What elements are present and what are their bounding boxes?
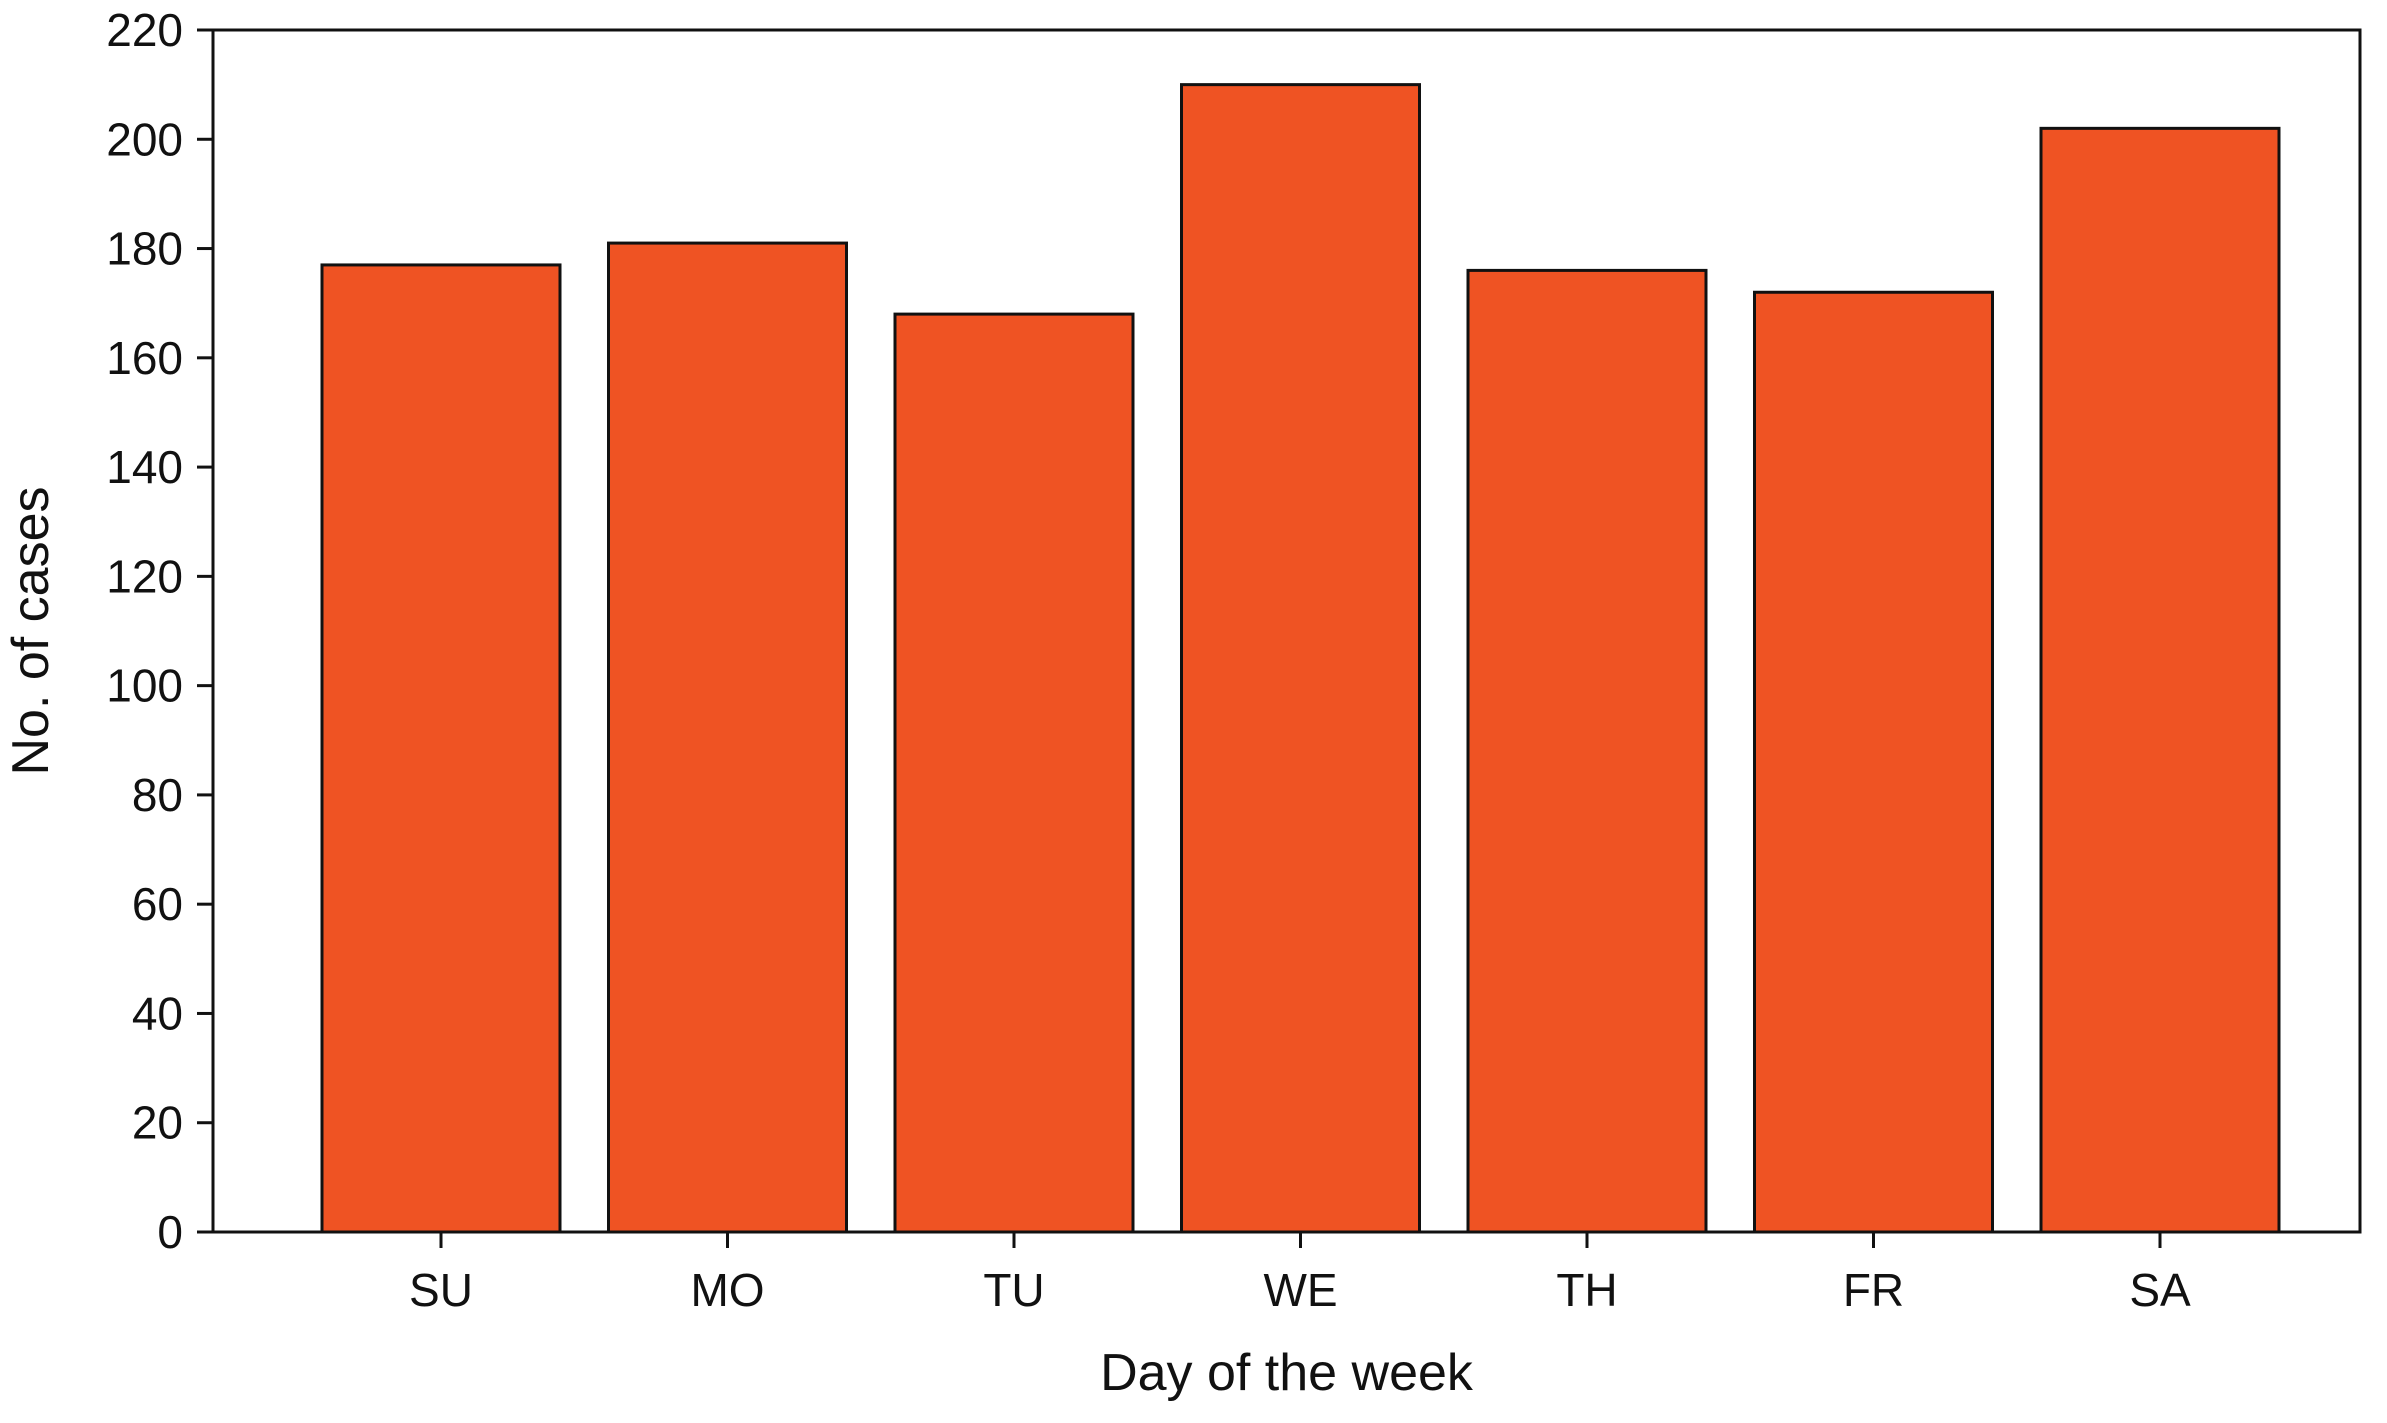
bar-su: [320, 263, 562, 1234]
x-tick-label: WE: [1263, 1264, 1337, 1316]
x-tick-label: TU: [983, 1264, 1044, 1316]
x-tick-label: SU: [409, 1264, 473, 1316]
y-axis-ticks: 0 20 40 60 80 100 120 140 160 180 200 220: [106, 4, 213, 1258]
y-tick-label: 220: [106, 4, 183, 56]
bar-th: [1466, 268, 1708, 1234]
x-tick-label: TH: [1556, 1264, 1617, 1316]
y-tick-label: 0: [157, 1206, 183, 1258]
y-tick-label: 200: [106, 113, 183, 165]
y-tick-label: 60: [132, 878, 183, 930]
x-axis-title: Day of the week: [1100, 1344, 1474, 1402]
x-tick-label: MO: [690, 1264, 764, 1316]
y-tick-label: 20: [132, 1097, 183, 1149]
x-tick-label: SA: [2129, 1264, 2191, 1316]
bar-we: [1180, 83, 1421, 1234]
bar-tu: [893, 312, 1135, 1234]
x-axis-ticks: SU MO TU WE TH FR SA: [409, 1232, 2191, 1316]
plot-frame: [211, 28, 2362, 1234]
y-tick-label: 140: [106, 441, 183, 493]
x-tick-label: FR: [1843, 1264, 1904, 1316]
bar-mo: [607, 241, 848, 1234]
bars-layer: [320, 83, 2281, 1234]
y-axis-title: No. of cases: [2, 486, 60, 775]
y-tick-label: 180: [106, 223, 183, 275]
bar-sa: [2039, 126, 2281, 1234]
y-tick-label: 160: [106, 332, 183, 384]
y-tick-label: 120: [106, 550, 183, 602]
y-tick-label: 100: [106, 660, 183, 712]
y-tick-label: 80: [132, 769, 183, 821]
bar-fr: [1753, 290, 1994, 1234]
y-tick-label: 40: [132, 987, 183, 1039]
